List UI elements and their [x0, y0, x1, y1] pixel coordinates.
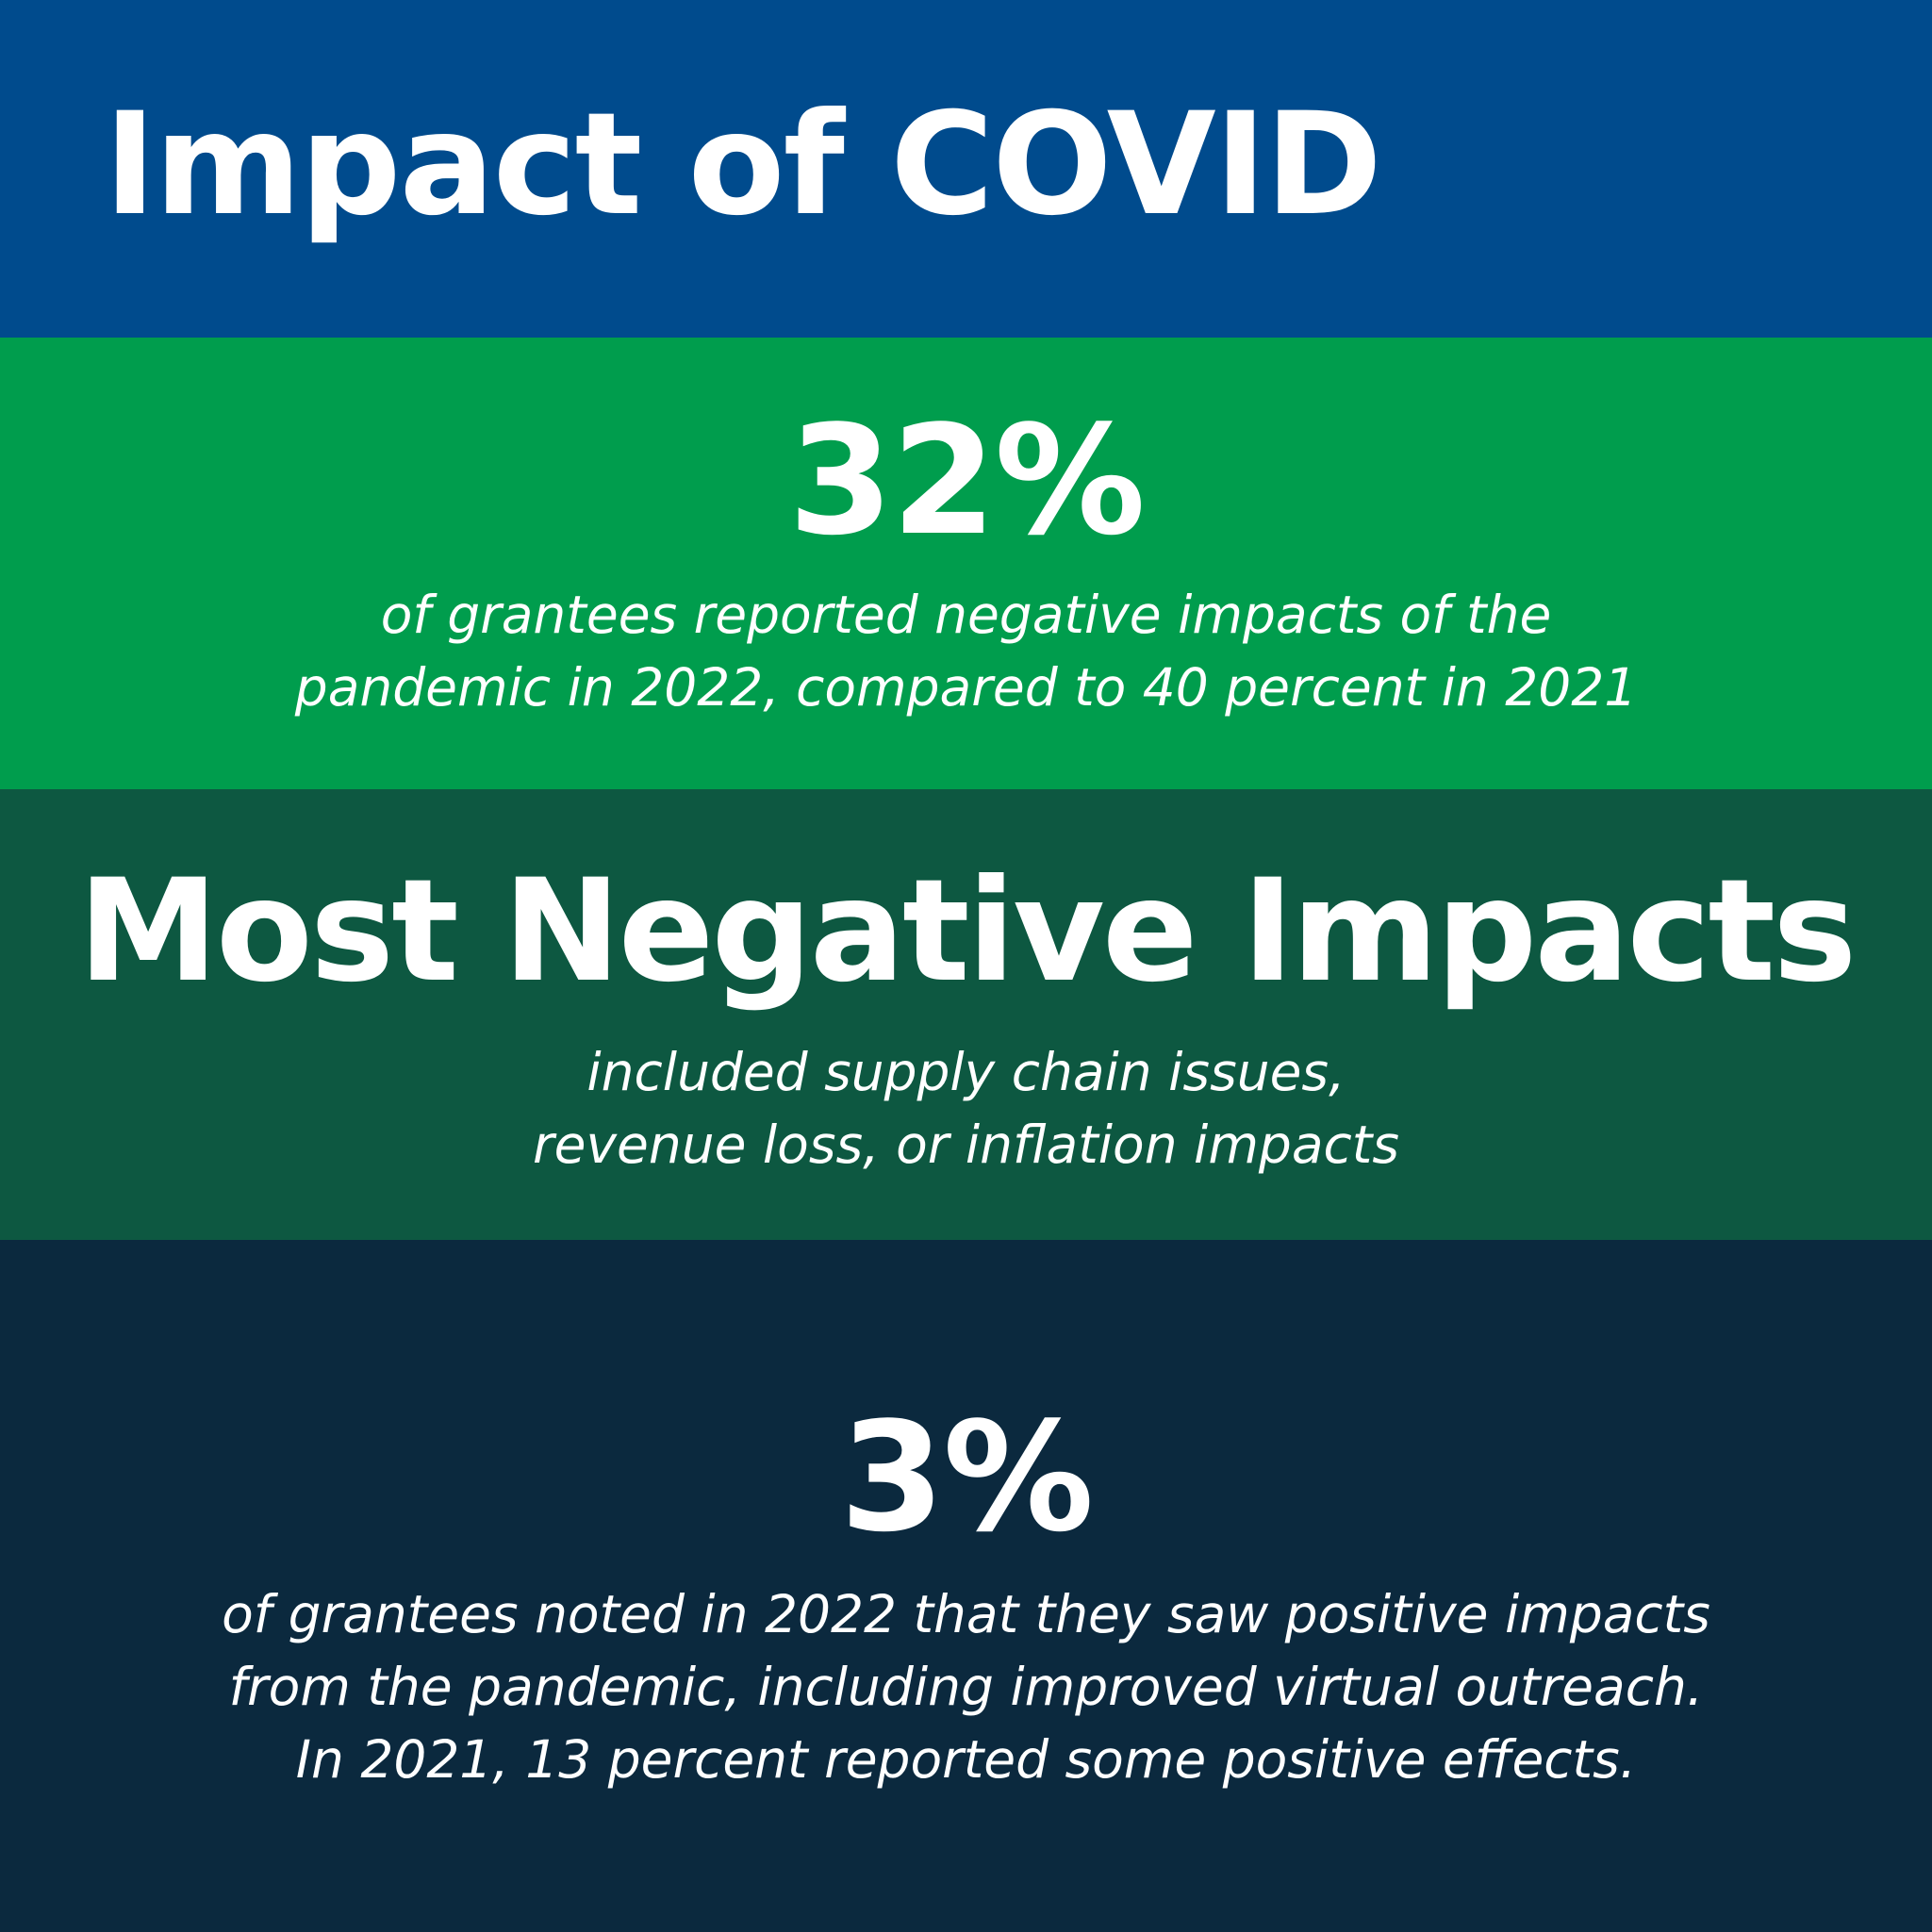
negative-stat-caption-block: of grantees reported negative impacts of…	[0, 579, 1932, 724]
positive-stat-value: 3%	[839, 1389, 1095, 1565]
negative-stat-caption-line: pandemic in 2022, compared to 40 percent…	[294, 657, 1638, 718]
negative-stat-block: 32%	[0, 405, 1932, 556]
positive-stat-caption-line: In 2021, 13 percent reported some positi…	[295, 1729, 1637, 1790]
positive-stat-caption-line: from the pandemic, including improved vi…	[228, 1657, 1704, 1717]
negative-stat-caption: of grantees reported negative impacts of…	[0, 579, 1932, 724]
most-negative-caption-line: revenue loss, or inflation impacts	[533, 1115, 1399, 1175]
title-band: Impact of COVID	[0, 0, 1932, 338]
positive-stat-band: 3% of grantees noted in 2022 that they s…	[0, 1240, 1932, 1932]
most-negative-caption-line: included supply chain issues,	[586, 1042, 1346, 1102]
negative-stat-value: 32%	[788, 392, 1146, 569]
positive-stat-caption-line: of grantees noted in 2022 that they saw …	[222, 1584, 1710, 1644]
positive-stat-block: 3%	[0, 1402, 1932, 1553]
most-negative-headline-block: Most Negative Impacts	[0, 861, 1932, 1002]
negative-stat-band: 32% of grantees reported negative impact…	[0, 338, 1932, 789]
most-negative-caption-block: included supply chain issues, revenue lo…	[0, 1036, 1932, 1181]
positive-stat-caption-block: of grantees noted in 2022 that they saw …	[0, 1578, 1932, 1796]
most-negative-headline: Most Negative Impacts	[77, 850, 1858, 1014]
negative-stat-caption-line: of grantees reported negative impacts of…	[380, 585, 1552, 645]
most-negative-band: Most Negative Impacts included supply ch…	[0, 789, 1932, 1240]
most-negative-caption: included supply chain issues, revenue lo…	[0, 1036, 1932, 1181]
positive-stat-caption: of grantees noted in 2022 that they saw …	[0, 1578, 1932, 1796]
page-title: Impact of COVID	[104, 83, 1382, 247]
